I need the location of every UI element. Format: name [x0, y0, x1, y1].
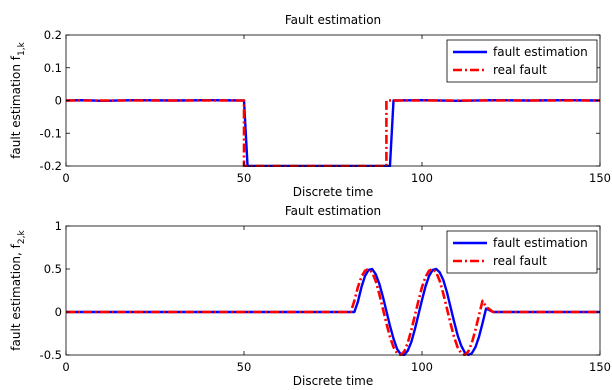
y-tick-label: 1	[55, 219, 62, 233]
chart-title: Fault estimation	[285, 204, 381, 218]
series-line-2	[66, 99, 600, 167]
x-axis-label: Discrete time	[293, 185, 374, 199]
y-axis-label-subscript: 2,k	[17, 230, 27, 245]
x-axis-label: Discrete time	[293, 374, 374, 388]
y-tick-label: 0.5	[44, 262, 62, 276]
x-tick-label: 100	[411, 360, 433, 374]
legend-label-2: real fault	[493, 63, 547, 77]
y-tick-label: -0.2	[40, 159, 62, 173]
subplot-1: Fault estimation 0 50 100 150 -0.2 -0.1 0 0.1 0.2…	[9, 13, 611, 199]
x-tick-label: 150	[589, 360, 611, 374]
legend: fault estimation real fault	[446, 230, 598, 274]
x-tick-label: 50	[237, 360, 252, 374]
y-tick-label: 0	[55, 305, 62, 319]
y-tick-label: -0.5	[40, 348, 62, 362]
y-axis-label: fault estimation, f2,k	[9, 230, 27, 351]
y-tick-label: 0	[55, 94, 62, 108]
y-axis-label: fault estimation f1,k	[9, 41, 27, 158]
x-tick-label: 0	[62, 171, 69, 185]
legend-label-2: real fault	[493, 254, 547, 268]
y-tick-label: 0.1	[44, 61, 62, 75]
x-tick-label: 50	[237, 171, 252, 185]
y-axis-label-text: fault estimation, f	[9, 243, 23, 350]
legend-label-1: fault estimation	[493, 45, 588, 59]
legend-box	[446, 230, 598, 274]
y-tick-label: 0.2	[44, 28, 62, 42]
y-axis-label-subscript: 1,k	[17, 41, 27, 56]
axes-box	[65, 225, 601, 356]
y-tick-label: -0.1	[40, 126, 62, 140]
series-line-1	[66, 267, 600, 356]
x-tick-label: 150	[589, 171, 611, 185]
y-axis-label-text: fault estimation f	[9, 55, 23, 159]
x-tick-label: 0	[62, 360, 69, 374]
series-line-2	[66, 267, 600, 356]
legend: fault estimation real fault	[446, 39, 598, 83]
x-tick-label: 100	[411, 171, 433, 185]
series-line-1	[66, 98, 600, 167]
chart-title: Fault estimation	[285, 13, 381, 27]
legend-label-1: fault estimation	[493, 236, 588, 250]
legend-box	[446, 39, 598, 83]
